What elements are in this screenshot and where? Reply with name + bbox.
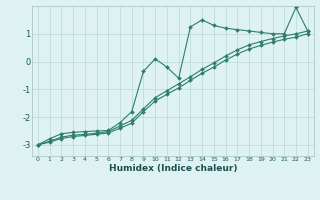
X-axis label: Humidex (Indice chaleur): Humidex (Indice chaleur) — [108, 164, 237, 173]
